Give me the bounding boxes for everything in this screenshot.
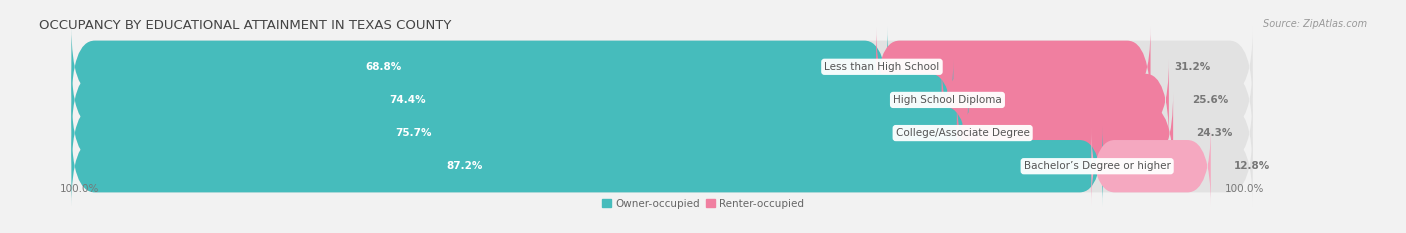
Text: 74.4%: 74.4% — [389, 95, 426, 105]
Text: 100.0%: 100.0% — [1225, 184, 1264, 194]
FancyBboxPatch shape — [72, 60, 953, 140]
FancyBboxPatch shape — [72, 126, 1102, 206]
FancyBboxPatch shape — [72, 27, 887, 107]
Text: Bachelor’s Degree or higher: Bachelor’s Degree or higher — [1024, 161, 1171, 171]
Text: Source: ZipAtlas.com: Source: ZipAtlas.com — [1263, 19, 1367, 29]
FancyBboxPatch shape — [72, 27, 1253, 107]
Text: College/Associate Degree: College/Associate Degree — [896, 128, 1029, 138]
Text: 87.2%: 87.2% — [447, 161, 484, 171]
FancyBboxPatch shape — [1091, 126, 1211, 206]
FancyBboxPatch shape — [876, 27, 1150, 107]
FancyBboxPatch shape — [942, 60, 1168, 140]
FancyBboxPatch shape — [72, 126, 1253, 206]
Text: High School Diploma: High School Diploma — [893, 95, 1002, 105]
Text: 12.8%: 12.8% — [1234, 161, 1271, 171]
Text: 68.8%: 68.8% — [366, 62, 401, 72]
Text: 31.2%: 31.2% — [1174, 62, 1211, 72]
Legend: Owner-occupied, Renter-occupied: Owner-occupied, Renter-occupied — [598, 194, 808, 213]
Text: 25.6%: 25.6% — [1192, 95, 1229, 105]
Text: OCCUPANCY BY EDUCATIONAL ATTAINMENT IN TEXAS COUNTY: OCCUPANCY BY EDUCATIONAL ATTAINMENT IN T… — [39, 19, 451, 32]
FancyBboxPatch shape — [72, 93, 1253, 173]
FancyBboxPatch shape — [72, 93, 969, 173]
Text: 100.0%: 100.0% — [59, 184, 98, 194]
FancyBboxPatch shape — [957, 93, 1173, 173]
Text: 24.3%: 24.3% — [1197, 128, 1233, 138]
Text: Less than High School: Less than High School — [824, 62, 939, 72]
FancyBboxPatch shape — [72, 60, 1253, 140]
Text: 75.7%: 75.7% — [395, 128, 432, 138]
